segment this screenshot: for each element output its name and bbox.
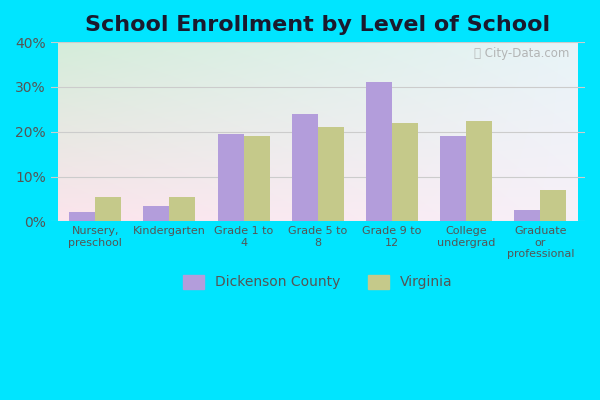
Bar (69, 212, 95, 221)
Bar (318, 127, 344, 221)
Bar (541, 190, 566, 221)
Bar (169, 197, 196, 221)
Bar (292, 114, 318, 221)
Bar (143, 206, 169, 221)
Text: ⓘ City-Data.com: ⓘ City-Data.com (473, 48, 569, 60)
Legend: Dickenson County, Virginia: Dickenson County, Virginia (178, 269, 458, 295)
Bar (392, 123, 418, 221)
Title: School Enrollment by Level of School: School Enrollment by Level of School (85, 15, 550, 35)
Bar (440, 136, 466, 221)
Bar (244, 136, 269, 221)
Bar (514, 210, 541, 221)
Bar (466, 120, 492, 221)
Bar (366, 82, 392, 221)
Bar (218, 134, 244, 221)
Bar (95, 197, 121, 221)
